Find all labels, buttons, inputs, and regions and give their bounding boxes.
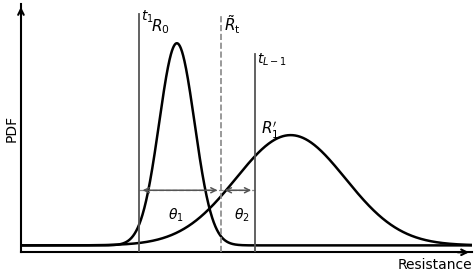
X-axis label: Resistance: Resistance bbox=[397, 258, 472, 272]
Text: $\theta_1$: $\theta_1$ bbox=[168, 206, 184, 224]
Text: $\tilde{R}_{\mathrm{t}}$: $\tilde{R}_{\mathrm{t}}$ bbox=[224, 14, 241, 36]
Text: $R_0$: $R_0$ bbox=[150, 18, 169, 36]
Y-axis label: PDF: PDF bbox=[4, 115, 18, 142]
Text: $t_1$: $t_1$ bbox=[141, 9, 154, 25]
Text: $t_{L-1}$: $t_{L-1}$ bbox=[257, 52, 287, 68]
Text: $R_1'$: $R_1'$ bbox=[261, 120, 279, 141]
Text: $\theta_2$: $\theta_2$ bbox=[234, 206, 250, 224]
